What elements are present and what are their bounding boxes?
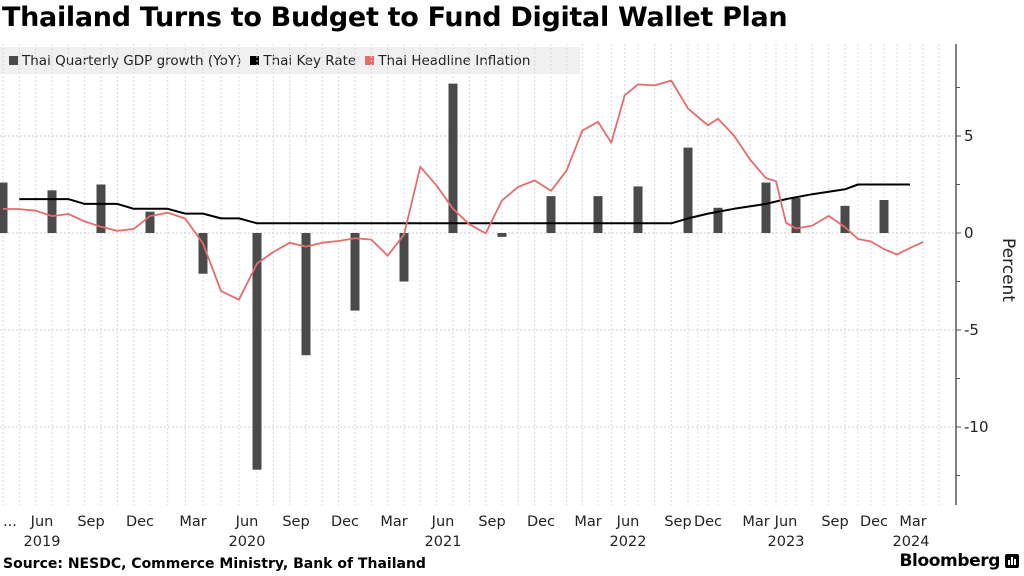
x-tick-label: Sep bbox=[664, 514, 691, 530]
x-tick-label: Mar bbox=[899, 514, 926, 530]
y-tick-label: -5 bbox=[964, 321, 979, 339]
gdp-bar bbox=[633, 186, 643, 233]
x-tick-label: Dec bbox=[527, 514, 555, 530]
x-tick-label: Jun bbox=[30, 514, 54, 530]
gdp-bar bbox=[399, 233, 409, 282]
x-tick-label: Jun bbox=[774, 514, 798, 530]
legend-item-key-rate: Thai Key Rate bbox=[250, 53, 356, 69]
legend-item-inflation: Thai Headline Inflation bbox=[365, 53, 530, 69]
gdp-bar bbox=[497, 233, 507, 237]
y-axis: 5 0 -5 -10 Percent bbox=[955, 44, 1018, 505]
x-tick-label: Mar bbox=[574, 514, 601, 530]
legend-label-inflation: Thai Headline Inflation bbox=[378, 52, 531, 69]
x-year-label: 2021 bbox=[425, 534, 462, 550]
chart-title: Thailand Turns to Budget to Fund Digital… bbox=[2, 2, 788, 33]
x-tick-label: Jun bbox=[431, 514, 455, 530]
x-year-label: 2022 bbox=[610, 534, 647, 550]
legend-label-key-rate: Thai Key Rate bbox=[263, 52, 357, 69]
legend-swatch-gdp bbox=[9, 56, 18, 65]
bloomberg-logo: Bloomberg bbox=[899, 551, 1000, 571]
key-rate-line bbox=[19, 183, 910, 225]
y-tick-label: 5 bbox=[964, 127, 974, 145]
inflation-line bbox=[2, 79, 924, 301]
x-tick-label: Sep bbox=[77, 514, 104, 530]
x-tick-label: ... bbox=[3, 514, 17, 530]
legend-swatch-key-rate bbox=[250, 56, 260, 65]
legend-item-gdp: Thai Quarterly GDP growth (YoY) bbox=[9, 53, 241, 69]
x-tick-label: Sep bbox=[821, 514, 848, 530]
gdp-bar bbox=[252, 233, 262, 470]
gdp-bar bbox=[96, 184, 106, 233]
x-tick-label: Sep bbox=[478, 514, 505, 530]
y-tick-label: 0 bbox=[964, 224, 974, 242]
x-year-label: 2023 bbox=[768, 534, 805, 550]
x-tick-label: Dec bbox=[331, 514, 359, 530]
x-year-label: 2020 bbox=[229, 534, 266, 550]
x-tick-label: Dec bbox=[860, 514, 888, 530]
gdp-bar bbox=[683, 147, 693, 233]
x-tick-label: Mar bbox=[380, 514, 407, 530]
gdp-bar bbox=[791, 198, 801, 233]
bloomberg-chart-icon bbox=[1005, 554, 1019, 568]
vertical-gridlines bbox=[2, 44, 940, 505]
x-tick-label: Dec bbox=[694, 514, 722, 530]
x-tick-label: Dec bbox=[126, 514, 154, 530]
x-tick-label: Mar bbox=[742, 514, 769, 530]
legend-swatch-inflation bbox=[365, 56, 375, 65]
x-tick-label: Mar bbox=[179, 514, 206, 530]
y-tick-label: -10 bbox=[964, 418, 989, 436]
gdp-bar bbox=[198, 233, 208, 274]
gdp-bar bbox=[301, 233, 311, 356]
gdp-bar bbox=[761, 182, 771, 233]
y-axis-label: Percent bbox=[998, 238, 1018, 302]
x-year-label: 2024 bbox=[893, 534, 930, 550]
gdp-bar bbox=[350, 233, 360, 311]
gdp-bar bbox=[879, 200, 889, 233]
x-tick-label: Sep bbox=[282, 514, 309, 530]
gdp-bar bbox=[713, 207, 723, 233]
source-note: Source: NESDC, Commerce Ministry, Bank o… bbox=[3, 556, 426, 572]
gdp-bar bbox=[840, 205, 850, 233]
x-year-label: 2019 bbox=[24, 534, 61, 550]
gdp-bar bbox=[448, 83, 458, 234]
gdp-bars bbox=[0, 83, 889, 470]
gdp-bar bbox=[593, 196, 603, 233]
x-tick-label: Jun bbox=[616, 514, 640, 530]
gdp-bar bbox=[47, 190, 57, 233]
series-lines bbox=[2, 79, 924, 301]
gdp-bar bbox=[145, 211, 155, 233]
gdp-bar bbox=[546, 196, 556, 233]
x-tick-label: Jun bbox=[235, 514, 259, 530]
legend-label-gdp: Thai Quarterly GDP growth (YoY) bbox=[22, 52, 242, 69]
gdp-bar bbox=[0, 182, 8, 233]
